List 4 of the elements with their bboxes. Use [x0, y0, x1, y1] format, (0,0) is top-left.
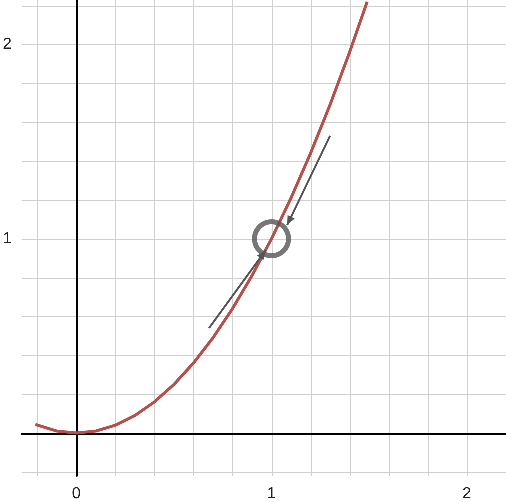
line-series: [34, 0, 369, 435]
x-tick-label: 0: [72, 486, 82, 502]
x-tick-label: 2: [462, 486, 472, 502]
x-tick-label: 1: [267, 486, 276, 502]
